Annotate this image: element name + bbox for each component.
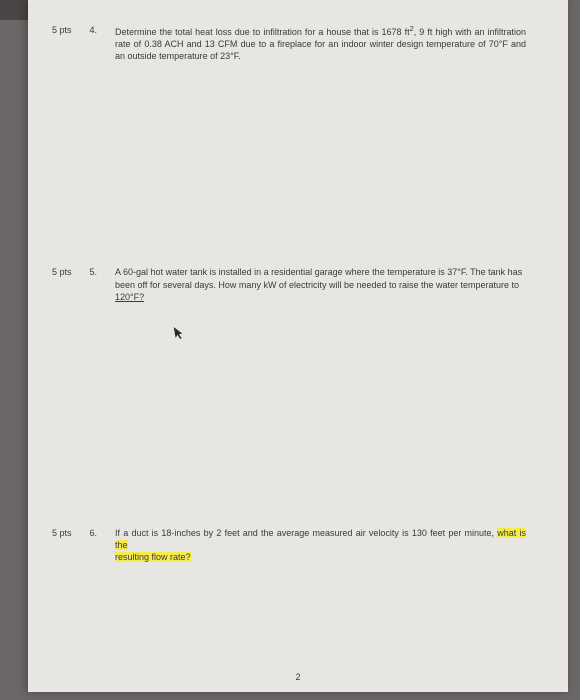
document-page: 5 pts 4. Determine the total heat loss d… — [28, 0, 568, 692]
text-segment: If a duct is 18-inches by 2 feet and the… — [115, 528, 497, 538]
question-6: 5 pts 6. If a duct is 18-inches by 2 fee… — [52, 527, 526, 563]
text-segment: A 60-gal hot water tank is installed in … — [115, 267, 522, 289]
text-segment: Determine the total heat loss due to inf… — [115, 27, 410, 37]
page-number: 2 — [295, 672, 300, 682]
question-5: 5 pts 5. A 60-gal hot water tank is inst… — [52, 266, 526, 302]
page-content: 5 pts 4. Determine the total heat loss d… — [28, 0, 568, 563]
points-label: 5 pts — [52, 24, 72, 62]
points-label: 5 pts — [52, 266, 72, 302]
question-number: 6. — [90, 527, 98, 563]
question-text: If a duct is 18-inches by 2 feet and the… — [115, 527, 526, 563]
question-text: A 60-gal hot water tank is installed in … — [115, 266, 526, 302]
question-text: Determine the total heat loss due to inf… — [115, 24, 526, 62]
question-number: 5. — [90, 266, 98, 302]
highlighted-text: resulting flow rate? — [115, 552, 191, 562]
question-number: 4. — [90, 24, 98, 62]
underlined-text: 120°F? — [115, 292, 144, 302]
question-4: 5 pts 4. Determine the total heat loss d… — [52, 24, 526, 62]
points-label: 5 pts — [52, 527, 72, 563]
